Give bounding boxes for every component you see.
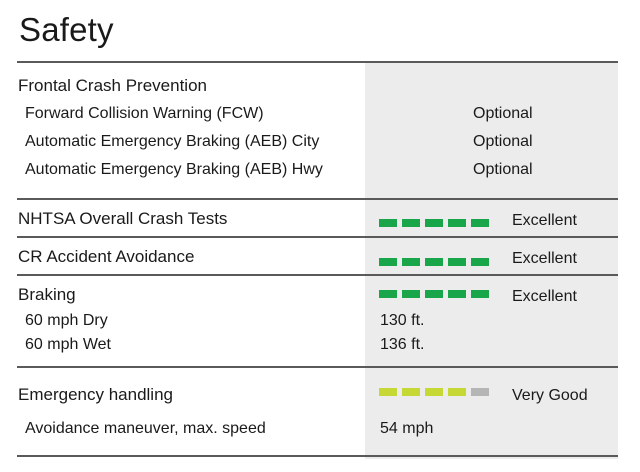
rating-segment-empty xyxy=(471,388,489,396)
rating-segment-filled xyxy=(448,388,466,396)
nhtsa-rating: Excellent xyxy=(512,212,577,229)
braking-wet-value: 136 ft. xyxy=(380,336,425,353)
section-divider xyxy=(17,455,618,457)
rating-segment-filled xyxy=(448,290,466,298)
rating-segment-filled xyxy=(402,219,420,227)
rating-segment-filled xyxy=(379,258,397,266)
accident-avoidance-rating: Excellent xyxy=(512,250,577,267)
braking-dry-label: 60 mph Dry xyxy=(25,312,108,329)
rating-segment-filled xyxy=(425,258,443,266)
fcw-label: Forward Collision Warning (FCW) xyxy=(25,105,264,122)
avoidance-maneuver-label: Avoidance maneuver, max. speed xyxy=(25,420,266,437)
rating-segment-filled xyxy=(402,258,420,266)
aeb-hwy-label: Automatic Emergency Braking (AEB) Hwy xyxy=(25,161,323,178)
nhtsa-label: NHTSA Overall Crash Tests xyxy=(18,209,228,228)
section-divider xyxy=(17,274,618,276)
rating-segment-filled xyxy=(379,219,397,227)
aeb-city-label: Automatic Emergency Braking (AEB) City xyxy=(25,133,320,150)
avoidance-maneuver-value: 54 mph xyxy=(380,420,434,437)
rating-segment-filled xyxy=(402,290,420,298)
aeb-city-value: Optional xyxy=(473,133,533,150)
braking-wet-label: 60 mph Wet xyxy=(25,336,111,353)
braking-dry-value: 130 ft. xyxy=(380,312,425,329)
accident-avoidance-rating-bars xyxy=(379,258,489,266)
frontal-crash-heading: Frontal Crash Prevention xyxy=(18,76,207,95)
rating-segment-filled xyxy=(379,290,397,298)
rating-segment-filled xyxy=(471,290,489,298)
accident-avoidance-label: CR Accident Avoidance xyxy=(18,247,195,266)
rating-segment-filled xyxy=(402,388,420,396)
rating-segment-filled xyxy=(448,258,466,266)
rating-segment-filled xyxy=(379,388,397,396)
page-title: Safety xyxy=(19,11,114,48)
rating-segment-filled xyxy=(471,219,489,227)
braking-label: Braking xyxy=(18,285,76,304)
safety-table: Frontal Crash Prevention Forward Collisi… xyxy=(17,61,618,459)
rating-segment-filled xyxy=(425,219,443,227)
rating-segment-filled xyxy=(448,219,466,227)
emergency-handling-rating: Very Good xyxy=(512,387,588,404)
fcw-value: Optional xyxy=(473,105,533,122)
section-divider xyxy=(17,198,618,200)
rating-segment-filled xyxy=(425,388,443,396)
emergency-handling-label: Emergency handling xyxy=(18,385,173,404)
aeb-hwy-value: Optional xyxy=(473,161,533,178)
rating-segment-filled xyxy=(471,258,489,266)
rating-segment-filled xyxy=(425,290,443,298)
nhtsa-rating-bars xyxy=(379,219,489,227)
braking-rating: Excellent xyxy=(512,288,577,305)
section-divider xyxy=(17,236,618,238)
emergency-handling-rating-bars xyxy=(379,388,489,396)
braking-rating-bars xyxy=(379,290,489,298)
section-divider xyxy=(17,366,618,368)
section-divider xyxy=(17,61,618,63)
